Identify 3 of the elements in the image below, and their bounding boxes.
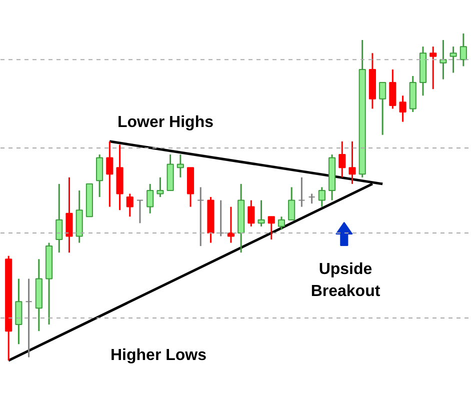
annotation: Lower Highs — [117, 114, 214, 131]
annotation: Upside Breakout — [310, 260, 381, 300]
annotation: Higher Lows — [110, 347, 207, 364]
